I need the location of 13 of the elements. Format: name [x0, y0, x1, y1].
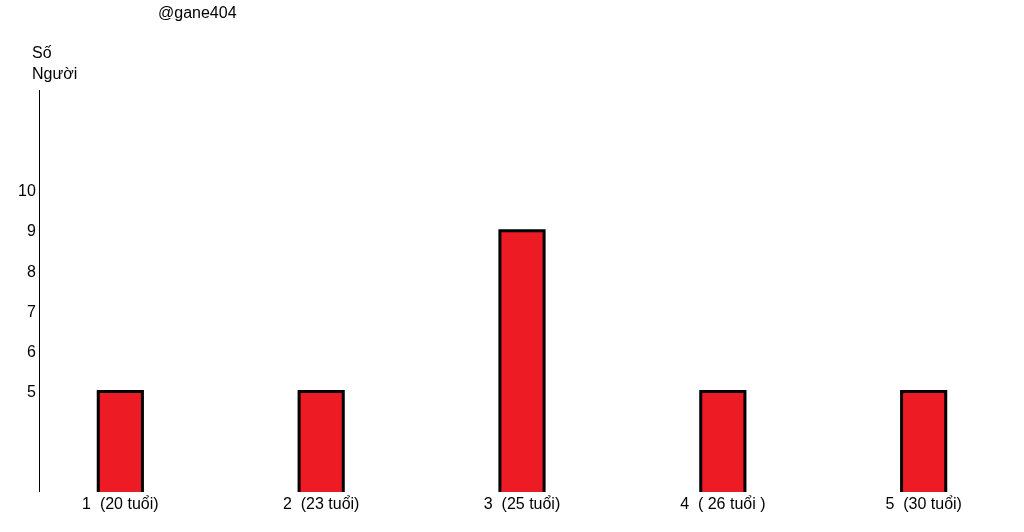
- x-tick-label: 3 (25 tuổi): [483, 495, 561, 512]
- text: @gane404: [158, 4, 237, 21]
- x-tick-label: 1 (20 tuổi): [82, 495, 159, 512]
- x-tick-label: 5 (30 tuổi): [885, 495, 962, 512]
- y-tick-label: 5: [26, 383, 36, 401]
- y-tick-label: 6: [26, 342, 36, 360]
- y-tick-label: 8: [26, 262, 36, 280]
- y-tick-label: 9: [26, 222, 36, 240]
- x-tick-label: 4 ( 26 tuổi ): [680, 495, 766, 512]
- x-tick-label: 2 (23 tuổi): [282, 495, 360, 512]
- y-tick-label: 10: [18, 182, 36, 200]
- y-tick-label: 7: [26, 302, 36, 320]
- y-axis-title: Số Người: [32, 44, 78, 82]
